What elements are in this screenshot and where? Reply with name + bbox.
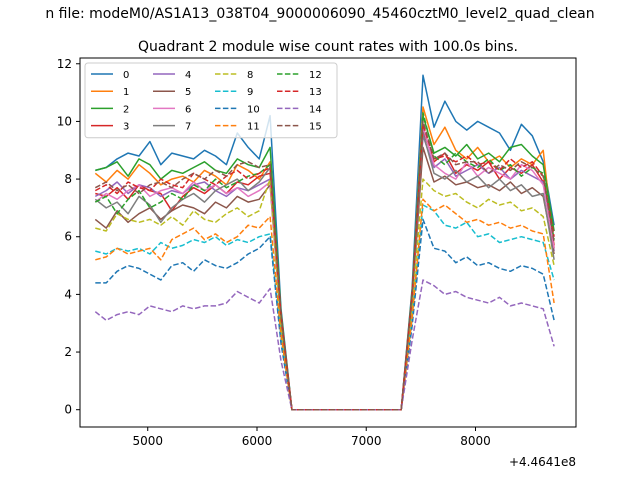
legend-label-10: 10 xyxy=(247,104,260,115)
legend-label-8: 8 xyxy=(247,70,253,81)
legend-label-13: 13 xyxy=(309,87,322,98)
axes-border xyxy=(79,57,577,428)
x-tick-label: 5000 xyxy=(132,434,163,448)
legend-label-12: 12 xyxy=(309,70,322,81)
y-tick-label: 12 xyxy=(57,57,72,71)
legend-label-3: 3 xyxy=(123,122,129,133)
series-line-11 xyxy=(95,198,555,411)
legend-label-5: 5 xyxy=(185,87,191,98)
legend-label-0: 0 xyxy=(123,70,129,81)
figure-suptitle: n file: modeM0/AS1A13_038T04_9000006090_… xyxy=(45,6,594,22)
legend-label-6: 6 xyxy=(185,104,191,115)
series-line-15 xyxy=(94,120,555,411)
y-tick-label: 4 xyxy=(64,287,72,301)
legend-label-7: 7 xyxy=(185,122,191,133)
legend-label-15: 15 xyxy=(309,122,322,133)
x-tick-label: 6000 xyxy=(242,434,273,448)
x-tick-label: 7000 xyxy=(351,434,382,448)
legend-box xyxy=(84,62,338,139)
series-layer xyxy=(94,74,555,411)
chart-title: Quadrant 2 module wise count rates with … xyxy=(138,39,518,55)
legend-label-1: 1 xyxy=(123,87,129,98)
x-offset-label: +4.4641e8 xyxy=(509,455,576,469)
y-tick-label: 8 xyxy=(64,172,72,186)
legend-label-11: 11 xyxy=(247,122,260,133)
y-tick-label: 0 xyxy=(64,403,72,417)
legend-label-9: 9 xyxy=(247,87,253,98)
legend-label-4: 4 xyxy=(185,70,191,81)
legend-label-14: 14 xyxy=(309,104,322,115)
x-axis: 5000 6000 7000 8000 xyxy=(132,427,491,448)
legend-label-2: 2 xyxy=(123,104,129,115)
y-tick-label: 10 xyxy=(57,114,72,128)
x-tick-label: 8000 xyxy=(460,434,491,448)
y-tick-label: 6 xyxy=(64,230,72,244)
y-tick-label: 2 xyxy=(64,345,72,359)
y-axis: 0 2 4 6 8 10 12 xyxy=(57,57,80,417)
series-line-12 xyxy=(94,112,555,411)
